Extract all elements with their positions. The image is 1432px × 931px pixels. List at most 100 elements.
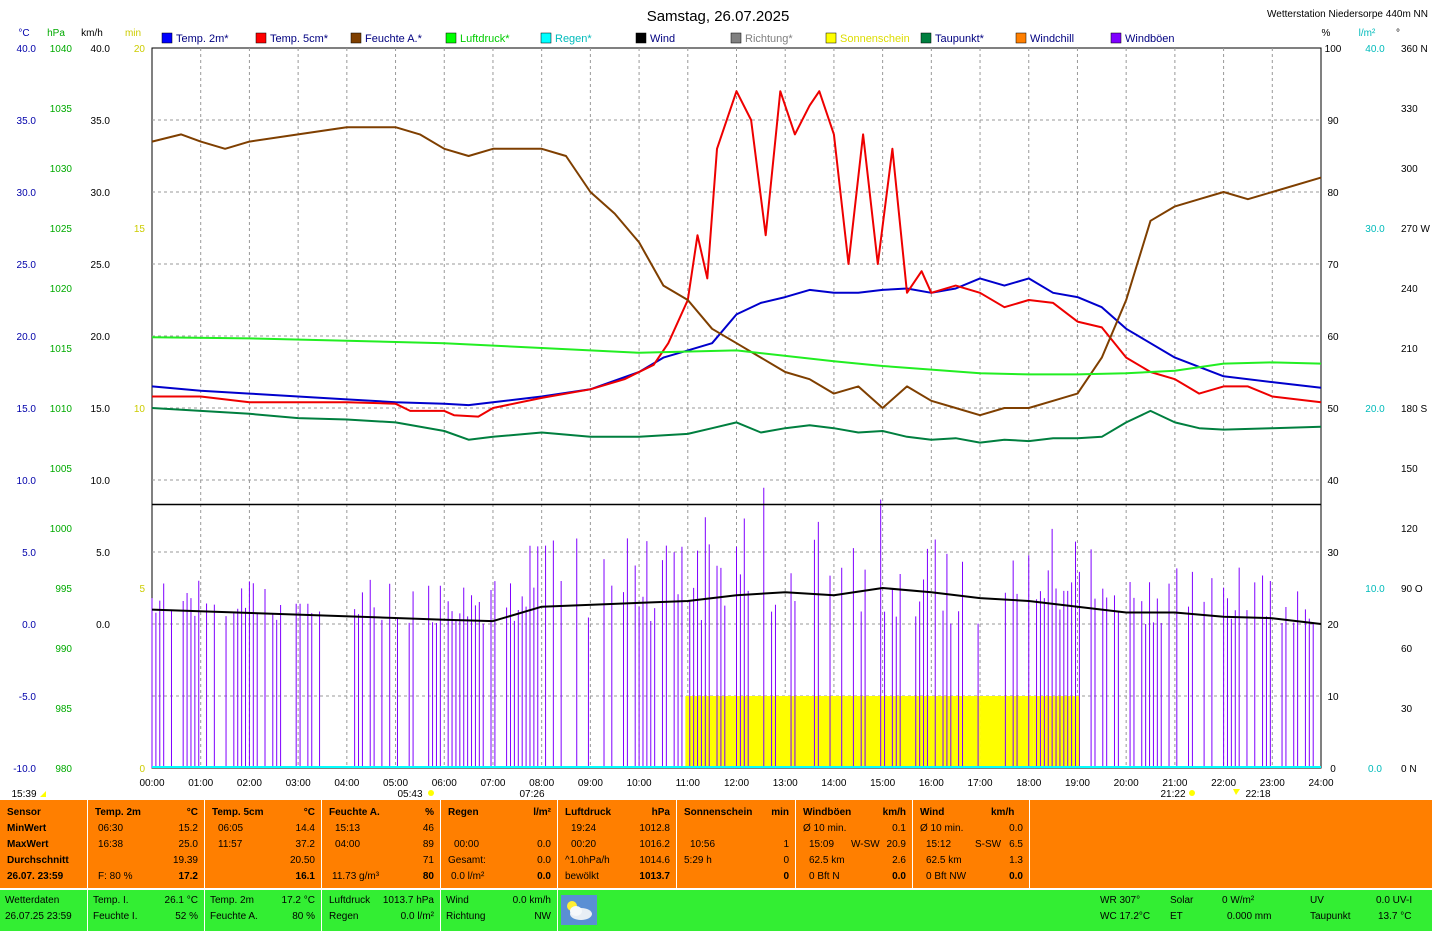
regen-r2: 0.0	[537, 855, 551, 866]
temp5cm-title: Temp. 5cm	[212, 807, 264, 818]
boeen-r2-label: 62.5 km	[809, 855, 845, 866]
tick-celsius: 40.0	[17, 44, 37, 55]
wind-r0: 0.0	[1009, 823, 1023, 834]
sonne-title: Sonnenschein	[684, 807, 753, 818]
tick-direction: 30	[1401, 704, 1413, 715]
boeen-r3-label: 0 Bft N	[809, 871, 840, 882]
tick-kmh: 15.0	[91, 404, 111, 415]
tick-time: 19:00	[1065, 778, 1090, 789]
luftdruck-min: 1012.8	[639, 823, 670, 834]
status-feuchte-a: 80 %	[292, 911, 315, 922]
tick-direction: 120	[1401, 524, 1418, 535]
unit-hpa: hPa	[47, 28, 65, 39]
tick-hpa: 1035	[50, 104, 73, 115]
sonne-r1: 1	[783, 839, 789, 850]
tick-time: 20:00	[1114, 778, 1139, 789]
chart-legend: Temp. 2m* Temp. 5cm* Feuchte A.* Luftdruck*…	[161, 32, 1175, 45]
tick-time: 07:00	[480, 778, 505, 789]
status-wc: WC 17.2°C	[1100, 911, 1151, 922]
feuchte-unit: %	[425, 807, 434, 818]
luftdruck-max: 1016.2	[639, 839, 670, 850]
station-name: Wetterstation Niedersorpe 440m NN	[1267, 9, 1428, 20]
luftdruck-note: bewölkt	[565, 871, 599, 882]
regen-note: 0.0 l/m²	[451, 871, 485, 882]
tick-direction: 240	[1401, 284, 1418, 295]
unit-degree: °	[1396, 28, 1400, 39]
temp2m-max-time: 16:38	[98, 839, 124, 850]
tick-rain: 0.0	[1368, 764, 1382, 775]
unit-min: min	[125, 28, 141, 39]
status-feuchte-i: 52 %	[175, 911, 198, 922]
tick-direction: 90 O	[1401, 584, 1423, 595]
marker-sunset: 21:22	[1160, 789, 1185, 800]
col-temp5cm: Temp. 5cm °C 06:05 14.4 11:57 37.2 20.50…	[205, 800, 322, 888]
tick-hpa: 980	[55, 764, 72, 775]
tick-hpa: 1040	[50, 44, 73, 55]
status-wind: 0.0 km/h	[512, 895, 551, 906]
tick-percent: 40	[1327, 476, 1339, 487]
status-solar: 0 W/m²	[1222, 895, 1255, 906]
status-regen-label: Regen	[329, 911, 359, 922]
legend-label: Temp. 5cm*	[270, 33, 329, 45]
tick-rain: 10.0	[1365, 584, 1385, 595]
temp5cm-current: 16.1	[295, 871, 315, 882]
legend-label: Windböen	[1125, 33, 1175, 45]
temp-5cm-line	[152, 90, 1322, 418]
temp5cm-min-time: 06:05	[218, 823, 244, 834]
tick-percent: 60	[1327, 332, 1339, 343]
temp2m-note: F: 80 %	[98, 871, 133, 882]
luftdruck-title: Luftdruck	[565, 807, 612, 818]
tick-time: 24:00	[1308, 778, 1333, 789]
tick-time: 12:00	[724, 778, 749, 789]
legend-label: Richtung*	[745, 33, 793, 45]
tick-celsius: -10.0	[13, 764, 36, 775]
wind-r2-label: 62.5 km	[926, 855, 962, 866]
status-temp-i: 26.1 °C	[164, 895, 198, 906]
status-richtung: NW	[534, 911, 551, 922]
tick-time: 06:00	[432, 778, 457, 789]
wind-r1-dir: S-SW	[975, 839, 1002, 850]
tick-celsius: 15.0	[17, 404, 37, 415]
legend-label: Taupunkt*	[935, 33, 985, 45]
status-col-5: Wind 0.0 km/h Richtung NW	[441, 890, 558, 931]
luftdruck-max-time: 00:20	[571, 839, 597, 850]
tick-min: 20	[134, 44, 146, 55]
status-luftdruck-label: Luftdruck	[329, 895, 371, 906]
humidity-line	[151, 126, 1322, 417]
chart-title: Samstag, 26.07.2025	[647, 8, 790, 25]
tick-time: 14:00	[821, 778, 846, 789]
temp2m-min-time: 06:30	[98, 823, 124, 834]
status-feuchte-i-label: Feuchte I.	[93, 911, 138, 922]
row-max-label: MaxWert	[7, 839, 49, 850]
tick-kmh: 20.0	[91, 332, 111, 343]
tick-kmh: 5.0	[96, 548, 110, 559]
temp2m-unit: °C	[186, 807, 198, 818]
tick-kmh: 40.0	[91, 44, 111, 55]
tick-time: 23:00	[1260, 778, 1285, 789]
sunset-icon	[1189, 790, 1195, 796]
legend-swatch	[1110, 32, 1122, 44]
moonset-icon	[1233, 789, 1240, 795]
status-col-3: Temp. 2m 17.2 °C Feuchte A. 80 %	[205, 890, 322, 931]
tick-hpa: 1000	[50, 524, 73, 535]
col-boeen: Windböen km/h Ø 10 min. 0.1 15:09 W-SW 2…	[796, 800, 913, 888]
tick-celsius: 20.0	[17, 332, 37, 343]
feuchte-max: 89	[422, 839, 434, 850]
weather-chart: Samstag, 26.07.2025 Wetterstation Nieder…	[11, 8, 1431, 800]
col-temp2m: Temp. 2m °C 06:30 15.2 16:38 25.0 19.39 …	[88, 800, 205, 888]
legend-swatch	[635, 32, 647, 44]
boeen-r2: 2.6	[892, 855, 906, 866]
marker-sunrise: 05:43	[397, 789, 422, 800]
regen-r2-label: Gesamt:	[448, 855, 486, 866]
tick-direction: 60	[1401, 644, 1413, 655]
tick-time: 02:00	[237, 778, 262, 789]
summary-table	[0, 800, 1432, 888]
boeen-unit: km/h	[882, 807, 906, 818]
tick-min: 15	[134, 224, 146, 235]
wind-r1: 6.5	[1009, 839, 1023, 850]
tick-hpa: 985	[55, 704, 72, 715]
status-taupunkt-label: Taupunkt	[1310, 911, 1351, 922]
right-axes: 100908070605040302010040.030.020.010.00.…	[1325, 44, 1431, 775]
luftdruck-current: 1013.7	[639, 871, 670, 882]
sonne-current: 0	[783, 871, 789, 882]
